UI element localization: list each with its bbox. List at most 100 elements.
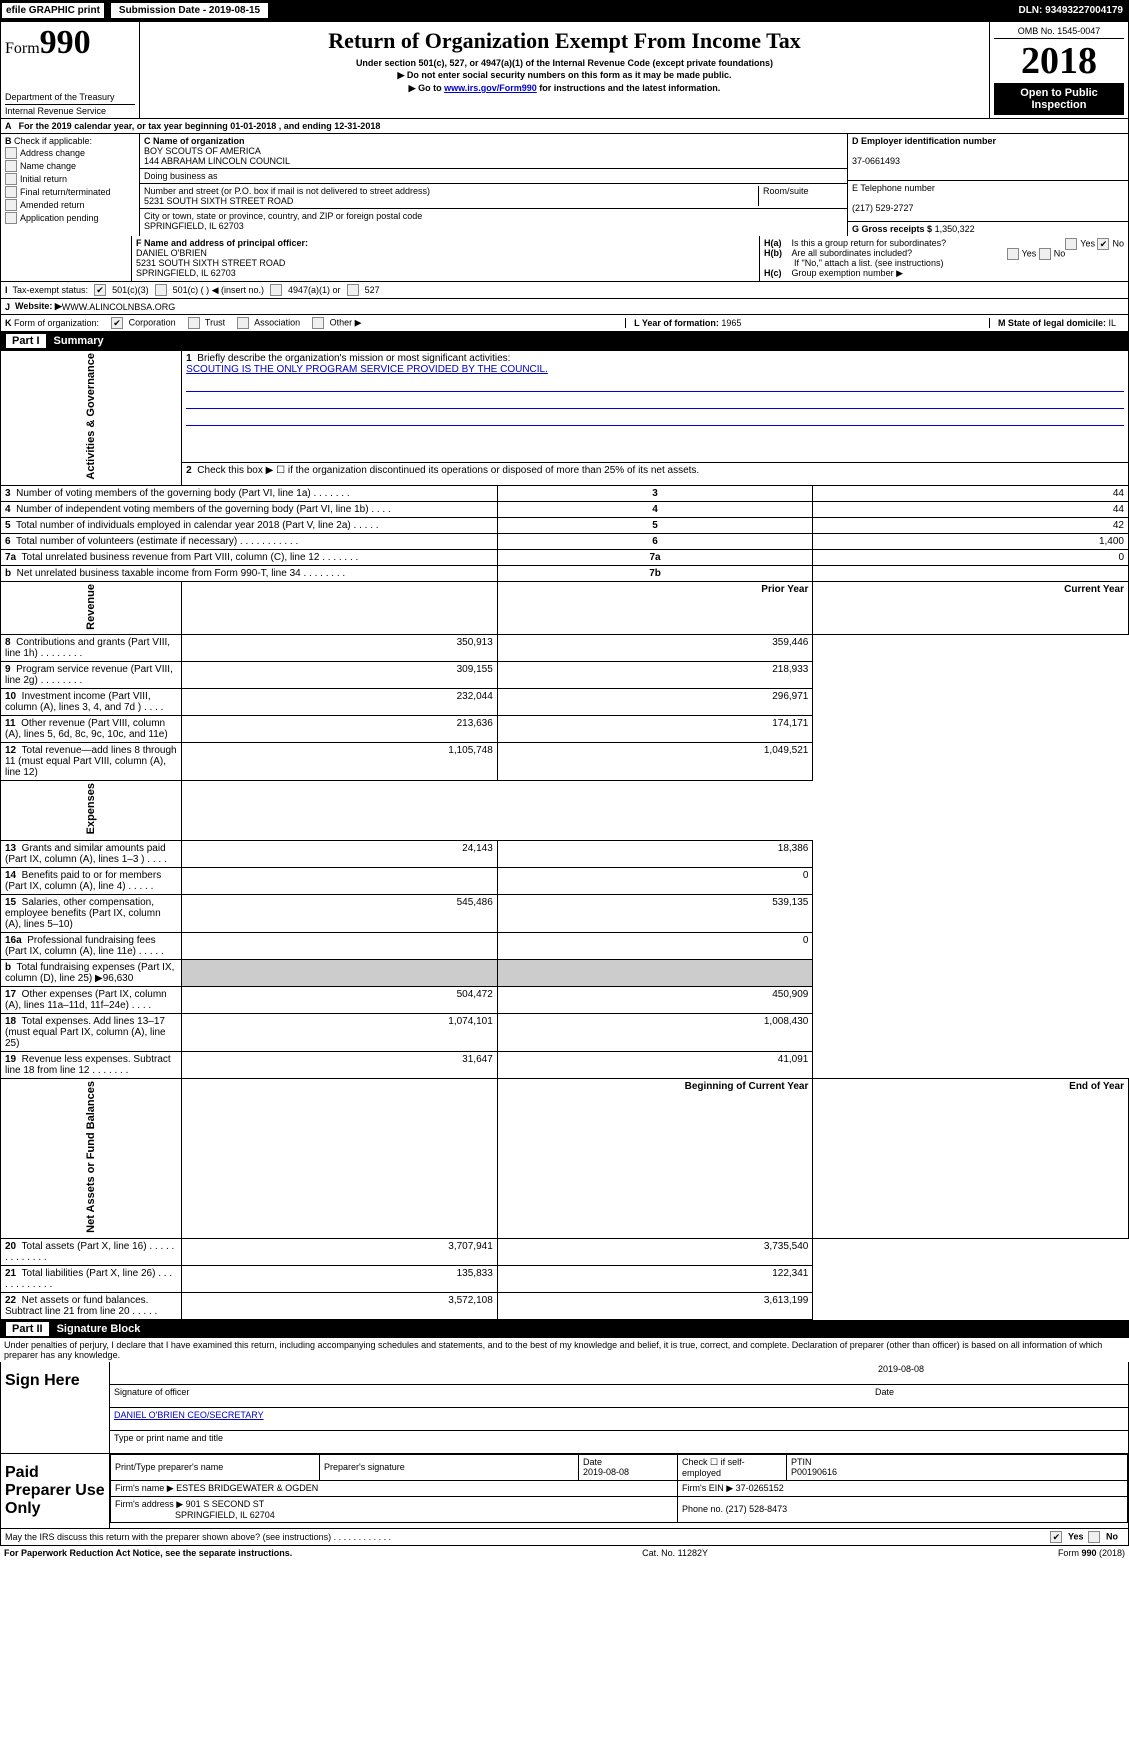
- line-j: J Website: ▶ WWW.ALINCOLNBSA.ORG: [0, 299, 1129, 315]
- 527-check[interactable]: [347, 284, 359, 296]
- discuss-yes[interactable]: [1050, 1531, 1062, 1543]
- ptin-value: P00190616: [791, 1467, 837, 1477]
- 501c-check[interactable]: [155, 284, 167, 296]
- box-b-item: Initial return: [5, 173, 135, 185]
- mission-line: [186, 411, 1124, 426]
- 501c-label: 501(c) ( ) ◀ (insert no.): [173, 285, 264, 296]
- end-year-header: End of Year: [813, 1078, 1129, 1238]
- vert-activities: Activities & Governance: [85, 353, 97, 480]
- tax-year: 2018: [994, 39, 1124, 83]
- table-row: 14 Benefits paid to or for members (Part…: [1, 867, 1129, 894]
- part2-num: Part II: [6, 1322, 49, 1336]
- 4947-label: 4947(a)(1) or: [288, 285, 341, 295]
- addr-label: Number and street (or P.O. box if mail i…: [144, 186, 430, 196]
- org-name-1: BOY SCOUTS OF AMERICA: [144, 146, 261, 156]
- box-d-label: D Employer identification number: [852, 136, 996, 146]
- box-b-item-label: Initial return: [20, 174, 67, 184]
- summary-row: 6 Total number of volunteers (estimate i…: [1, 533, 1129, 549]
- sig-name: DANIEL O'BRIEN CEO/SECRETARY: [114, 1410, 264, 1428]
- line-a-text: For the 2019 calendar year, or tax year …: [19, 121, 381, 131]
- submission-date: Submission Date - 2019-08-15: [110, 2, 269, 19]
- yes-label: Yes: [1080, 238, 1095, 248]
- part1-title: Summary: [54, 335, 104, 347]
- prep-sig-label: Preparer's signature: [324, 1462, 405, 1472]
- hb-no[interactable]: [1039, 248, 1051, 260]
- year-formation: 1965: [721, 318, 741, 328]
- mission-line: [186, 377, 1124, 392]
- discuss-no[interactable]: [1088, 1531, 1100, 1543]
- hb-label: Are all subordinates included?: [792, 248, 913, 258]
- table-row: 8 Contributions and grants (Part VIII, l…: [1, 635, 1129, 662]
- k-opt-check[interactable]: [237, 317, 249, 329]
- begin-year-header: Beginning of Current Year: [497, 1078, 813, 1238]
- 4947-check[interactable]: [270, 284, 282, 296]
- table-row: 10 Investment income (Part VIII, column …: [1, 689, 1129, 716]
- yes-label3: Yes: [1068, 1531, 1084, 1541]
- box-b-check[interactable]: [5, 160, 17, 172]
- ha-no[interactable]: [1097, 238, 1109, 250]
- no-label: No: [1112, 238, 1124, 248]
- box-b-item-label: Name change: [20, 161, 76, 171]
- vert-expenses: Expenses: [85, 783, 97, 834]
- box-e: E Telephone number (217) 529-2727: [848, 181, 1128, 222]
- box-b-item-label: Final return/terminated: [20, 187, 111, 197]
- sig-officer-label: Signature of officer: [114, 1387, 189, 1405]
- dba: Doing business as: [140, 169, 847, 184]
- city-row: City or town, state or province, country…: [140, 209, 847, 233]
- box-f-label: F Name and address of principal officer:: [136, 238, 308, 248]
- part1-header: Part I Summary: [0, 332, 1129, 350]
- k-opt-check[interactable]: [111, 317, 123, 329]
- gross-receipts: 1,350,322: [935, 224, 975, 234]
- form-title: Return of Organization Exempt From Incom…: [144, 28, 985, 54]
- k-opt-check[interactable]: [312, 317, 324, 329]
- table-row: 18 Total expenses. Add lines 13–17 (must…: [1, 1013, 1129, 1051]
- preparer-table: Print/Type preparer's name Preparer's si…: [110, 1454, 1128, 1523]
- prior-year-header: Prior Year: [497, 581, 813, 635]
- entity-grid: B Check if applicable: Address changeNam…: [0, 134, 1129, 236]
- part2-title: Signature Block: [57, 1323, 141, 1335]
- org-name-2: 144 ABRAHAM LINCOLN COUNCIL: [144, 156, 290, 166]
- form-header: Form990 Department of the Treasury Inter…: [0, 21, 1129, 119]
- sign-here-section: Sign Here 2019-08-08 Signature of office…: [0, 1362, 1129, 1454]
- dept-label: Department of the Treasury: [5, 92, 135, 102]
- open-public: Open to Public Inspection: [994, 83, 1124, 115]
- hb-yes[interactable]: [1007, 248, 1019, 260]
- box-b-item: Amended return: [5, 199, 135, 211]
- footer: For Paperwork Reduction Act Notice, see …: [0, 1546, 1129, 1560]
- box-b-check[interactable]: [5, 173, 17, 185]
- footer-left: For Paperwork Reduction Act Notice, see …: [4, 1548, 292, 1558]
- summary-row: 7a Total unrelated business revenue from…: [1, 549, 1129, 565]
- firm-name: ESTES BRIDGEWATER & OGDEN: [176, 1483, 318, 1493]
- table-row: 19 Revenue less expenses. Subtract line …: [1, 1051, 1129, 1078]
- table-row: 17 Other expenses (Part IX, column (A), …: [1, 986, 1129, 1013]
- paid-preparer-section: Paid Preparer Use Only Print/Type prepar…: [0, 1454, 1129, 1529]
- f-h-row: F Name and address of principal officer:…: [0, 236, 1129, 282]
- discuss-row: May the IRS discuss this return with the…: [0, 1529, 1129, 1546]
- line-a: A For the 2019 calendar year, or tax yea…: [0, 119, 1129, 134]
- box-b-check[interactable]: [5, 199, 17, 211]
- ha-yes[interactable]: [1065, 238, 1077, 250]
- vert-netassets: Net Assets or Fund Balances: [85, 1081, 97, 1233]
- prep-date-label: Date: [583, 1457, 602, 1467]
- summary-row: 5 Total number of individuals employed i…: [1, 517, 1129, 533]
- line-i: I Tax-exempt status: 501(c)(3) 501(c) ( …: [0, 282, 1129, 299]
- firm-addr: 901 S SECOND ST: [186, 1499, 265, 1509]
- tax-exempt-label: Tax-exempt status:: [13, 285, 89, 295]
- box-b: B Check if applicable: Address changeNam…: [1, 134, 140, 236]
- sub3-link[interactable]: www.irs.gov/Form990: [444, 83, 537, 93]
- k-opt: Association: [237, 317, 300, 329]
- sig-date: 2019-08-08: [878, 1364, 924, 1382]
- box-b-check[interactable]: [5, 212, 17, 224]
- table-row: 22 Net assets or fund balances. Subtract…: [1, 1292, 1129, 1319]
- box-g-label: G Gross receipts $: [852, 224, 932, 234]
- city-value: SPRINGFIELD, IL 62703: [144, 221, 244, 231]
- box-g: G Gross receipts $ 1,350,322: [848, 222, 1128, 236]
- dln: DLN: 93493227004179: [1018, 5, 1127, 16]
- k-opt-check[interactable]: [188, 317, 200, 329]
- 501c3-check[interactable]: [94, 284, 106, 296]
- box-b-check[interactable]: [5, 186, 17, 198]
- box-b-check[interactable]: [5, 147, 17, 159]
- table-row: 15 Salaries, other compensation, employe…: [1, 894, 1129, 932]
- box-b-title: Check if applicable:: [14, 136, 92, 146]
- table-row: 16a Professional fundraising fees (Part …: [1, 932, 1129, 959]
